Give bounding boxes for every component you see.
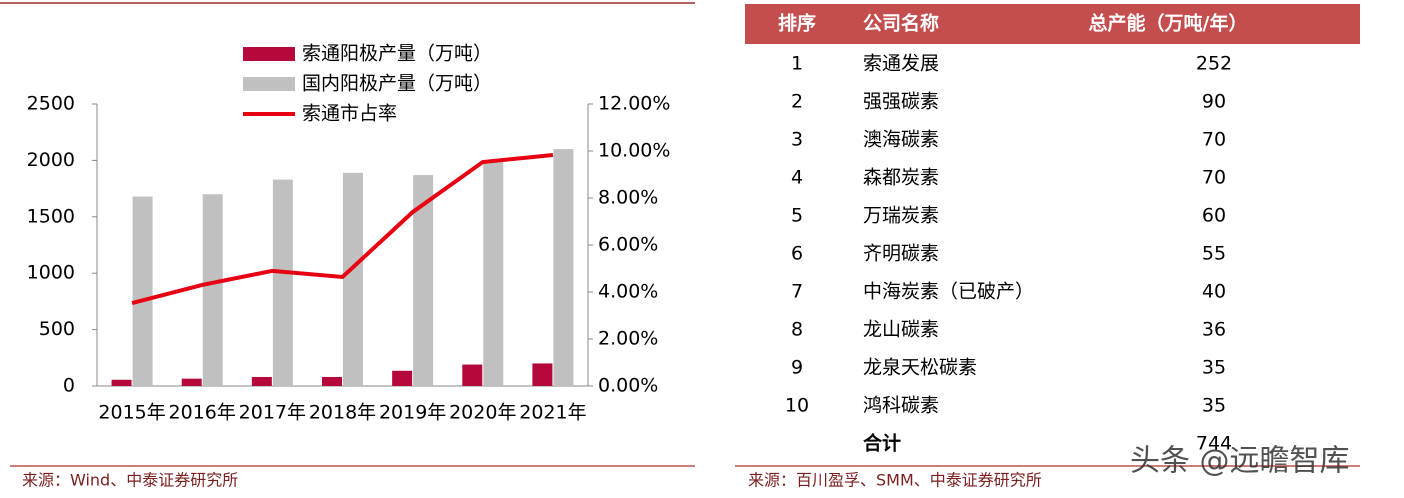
table-source: 来源：百川盈孚、SMM、中泰证券研究所 (748, 471, 1042, 490)
table-cell: 8 (791, 319, 803, 341)
table-cell: 40 (1202, 281, 1226, 303)
table-cell: 2 (791, 91, 803, 113)
table-cell: 龙泉天松碳素 (863, 357, 977, 379)
table-header: 公司名称 (863, 12, 939, 35)
x-tick-label: 2019年 (379, 402, 446, 424)
table-cell: 1 (791, 53, 803, 75)
legend-label: 索通市占率 (302, 103, 397, 125)
table-header: 总产能（万吨/年） (1089, 12, 1248, 35)
table-cell: 鸿科碳素 (863, 395, 939, 417)
x-tick-label: 2021年 (519, 402, 586, 424)
y-tick-label: 0 (63, 375, 75, 397)
table-cell: 55 (1202, 243, 1226, 265)
legend-swatch (243, 47, 295, 61)
legend-label: 国内阳极产量（万吨） (302, 73, 492, 95)
legend-label: 索通阳极产量（万吨） (302, 43, 492, 65)
x-tick-label: 2020年 (449, 402, 516, 424)
bar (322, 376, 342, 386)
x-tick-label: 2017年 (239, 402, 306, 424)
table-cell: 36 (1202, 319, 1226, 341)
table-total-value: 744 (1196, 433, 1232, 455)
y2-tick-label: 4.00% (598, 281, 658, 303)
y2-tick-label: 2.00% (598, 328, 658, 350)
table-cell: 5 (791, 205, 803, 227)
table-cell: 强强碳素 (863, 91, 939, 113)
y2-tick-label: 10.00% (598, 140, 670, 162)
bar (251, 376, 272, 386)
table-cell: 7 (791, 281, 803, 303)
y-tick-label: 2000 (27, 149, 75, 171)
bar (111, 379, 132, 386)
table-cell: 6 (791, 243, 803, 265)
x-tick-label: 2015年 (98, 402, 165, 424)
y-tick-label: 500 (39, 318, 75, 340)
table-cell: 澳海碳素 (863, 129, 939, 151)
bar (483, 160, 504, 386)
table-cell: 森都炭素 (863, 167, 939, 189)
chart-source: 来源：Wind、中泰证券研究所 (22, 471, 238, 490)
bar (462, 364, 483, 386)
table-cell: 60 (1202, 205, 1226, 227)
table-cell: 万瑞炭素 (863, 205, 939, 227)
bar (202, 194, 223, 386)
table-cell: 35 (1202, 395, 1226, 417)
table-cell: 90 (1202, 91, 1226, 113)
bar (343, 172, 363, 386)
bar (132, 196, 153, 386)
line (131, 153, 554, 305)
y-tick-label: 1500 (27, 205, 75, 227)
table-cell: 10 (785, 395, 809, 417)
table-header-bar (745, 4, 1360, 44)
y-tick-label: 1000 (27, 262, 75, 284)
y2-tick-label: 0.00% (598, 375, 658, 397)
table-cell: 252 (1196, 53, 1232, 75)
legend-swatch (243, 77, 295, 91)
table-cell: 70 (1202, 167, 1226, 189)
bar (392, 370, 413, 386)
bar (413, 175, 434, 386)
bar (181, 378, 202, 386)
x-tick-label: 2016年 (169, 402, 236, 424)
y-tick-label: 2500 (27, 93, 75, 115)
table-cell: 中海炭素（已破产） (863, 281, 1034, 303)
table-cell: 齐明碳素 (863, 243, 939, 265)
table-cell: 索通发展 (863, 53, 939, 75)
y2-tick-label: 12.00% (598, 93, 670, 115)
bar (532, 363, 553, 386)
table-cell: 4 (791, 167, 803, 189)
table-cell: 70 (1202, 129, 1226, 151)
table-total-label: 合计 (863, 432, 901, 455)
bar (553, 149, 574, 386)
table-cell: 9 (791, 357, 803, 379)
table-cell: 35 (1202, 357, 1226, 379)
y2-tick-label: 8.00% (598, 187, 658, 209)
table-header: 排序 (778, 12, 816, 35)
y2-tick-label: 6.00% (598, 234, 658, 256)
table-cell: 龙山碳素 (863, 319, 939, 341)
table-cell: 3 (791, 129, 803, 151)
x-tick-label: 2018年 (309, 402, 376, 424)
bar (272, 179, 293, 386)
watermark: 头条 @远瞻智库 (1130, 444, 1350, 479)
